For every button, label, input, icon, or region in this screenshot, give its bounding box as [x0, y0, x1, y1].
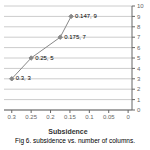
svg-text:7: 7 — [137, 34, 141, 40]
svg-text:3: 3 — [137, 76, 141, 82]
svg-text:8: 8 — [137, 24, 141, 30]
svg-text:9: 9 — [137, 14, 141, 20]
svg-text:Subsidence: Subsidence — [48, 128, 87, 134]
svg-text:0.15: 0.15 — [64, 114, 76, 120]
svg-text:0.175, 7: 0.175, 7 — [64, 34, 86, 40]
svg-text:5: 5 — [137, 55, 141, 61]
svg-text:0.2: 0.2 — [46, 114, 55, 120]
svg-text:0.1: 0.1 — [85, 114, 94, 120]
svg-text:0: 0 — [137, 107, 141, 113]
svg-text:0.05: 0.05 — [103, 114, 115, 120]
svg-text:4: 4 — [137, 66, 141, 72]
svg-text:0.3, 3: 0.3, 3 — [16, 75, 32, 81]
svg-text:0: 0 — [126, 114, 130, 120]
svg-text:1: 1 — [137, 97, 141, 103]
svg-text:0.25: 0.25 — [25, 114, 37, 120]
svg-text:6: 6 — [137, 45, 141, 51]
svg-text:10: 10 — [137, 3, 142, 9]
svg-text:0.3: 0.3 — [8, 114, 17, 120]
svg-text:2: 2 — [137, 86, 141, 92]
svg-text:0.147, 9: 0.147, 9 — [75, 13, 97, 19]
html-text:Fig 6. subsidence vs. number o: Fig 6. subsidence vs. number of columns. — [15, 137, 135, 144]
svg-text:0.25, 5: 0.25, 5 — [35, 55, 54, 61]
